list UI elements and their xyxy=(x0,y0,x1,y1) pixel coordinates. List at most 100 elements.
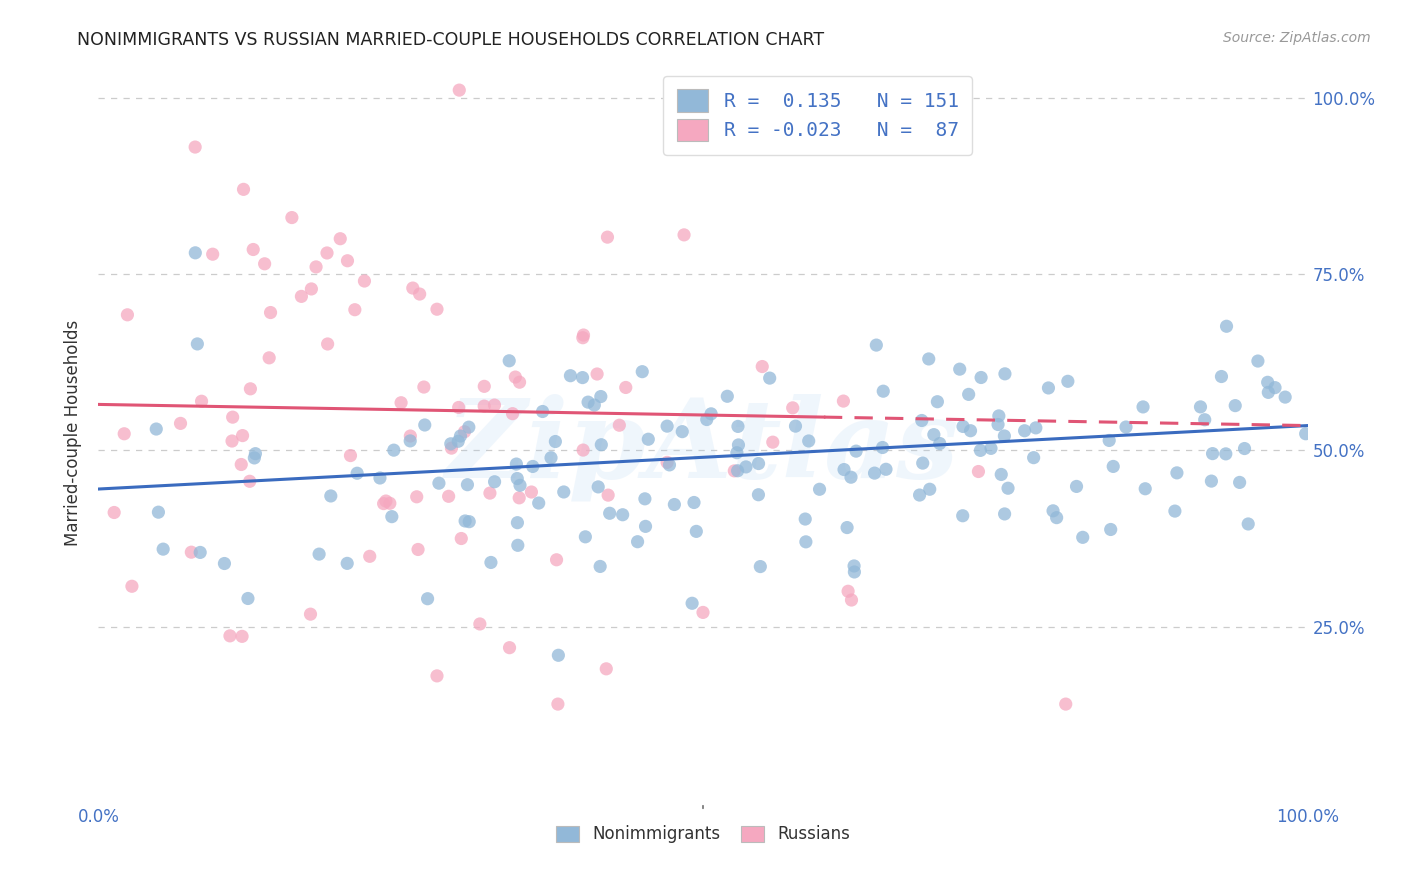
Point xyxy=(681,596,703,610)
Point xyxy=(1042,504,1064,518)
Point xyxy=(408,287,430,301)
Point xyxy=(329,232,352,246)
Point xyxy=(458,515,481,529)
Point xyxy=(343,302,366,317)
Point xyxy=(637,432,659,446)
Point xyxy=(437,489,460,503)
Point xyxy=(845,444,868,458)
Point xyxy=(572,331,595,345)
Point xyxy=(980,442,1002,456)
Point xyxy=(725,446,748,460)
Point xyxy=(257,351,280,365)
Point xyxy=(842,558,865,573)
Point xyxy=(540,450,562,465)
Point xyxy=(506,471,529,485)
Point xyxy=(957,387,980,401)
Point xyxy=(305,260,328,274)
Point xyxy=(747,488,769,502)
Point xyxy=(583,398,606,412)
Point xyxy=(987,409,1010,423)
Point xyxy=(785,419,807,434)
Point xyxy=(967,465,990,479)
Point xyxy=(186,337,208,351)
Point xyxy=(572,443,595,458)
Point xyxy=(509,478,531,492)
Point xyxy=(727,464,749,478)
Point xyxy=(339,449,361,463)
Point xyxy=(1102,459,1125,474)
Point xyxy=(281,211,304,225)
Point xyxy=(1071,530,1094,544)
Point xyxy=(1014,424,1036,438)
Point xyxy=(1274,390,1296,404)
Point xyxy=(316,337,339,351)
Point xyxy=(1229,475,1251,490)
Point xyxy=(184,245,207,260)
Point xyxy=(520,485,543,500)
Point xyxy=(922,427,945,442)
Point xyxy=(449,83,471,97)
Point xyxy=(631,365,654,379)
Point xyxy=(505,370,527,384)
Point xyxy=(506,516,529,530)
Point xyxy=(1066,479,1088,493)
Point xyxy=(832,462,855,476)
Point xyxy=(368,471,391,485)
Point xyxy=(1233,442,1256,456)
Point xyxy=(969,443,991,458)
Point xyxy=(484,398,506,412)
Point xyxy=(426,302,449,317)
Point xyxy=(911,456,934,470)
Point xyxy=(1166,466,1188,480)
Point xyxy=(239,475,262,489)
Point xyxy=(700,407,723,421)
Point xyxy=(219,629,242,643)
Point xyxy=(692,606,714,620)
Point xyxy=(1025,421,1047,435)
Point xyxy=(762,435,785,450)
Point xyxy=(634,519,657,533)
Point xyxy=(927,394,949,409)
Point xyxy=(1295,426,1317,441)
Point xyxy=(1194,413,1216,427)
Point xyxy=(595,662,617,676)
Point xyxy=(794,512,817,526)
Point xyxy=(599,506,621,520)
Point xyxy=(928,436,950,450)
Point xyxy=(457,420,479,434)
Point xyxy=(152,542,174,557)
Point xyxy=(402,281,425,295)
Point xyxy=(716,389,738,403)
Point xyxy=(1201,447,1223,461)
Point xyxy=(239,382,262,396)
Point xyxy=(1257,376,1279,390)
Point xyxy=(685,524,707,539)
Point xyxy=(378,496,401,510)
Point xyxy=(468,617,491,632)
Point xyxy=(751,359,773,374)
Point xyxy=(201,247,224,261)
Point xyxy=(145,422,167,436)
Point xyxy=(221,410,243,425)
Point xyxy=(505,457,527,471)
Point xyxy=(316,246,339,260)
Point xyxy=(359,549,381,564)
Point xyxy=(586,367,609,381)
Point xyxy=(844,565,866,579)
Point xyxy=(472,379,495,393)
Point xyxy=(336,253,359,268)
Point xyxy=(346,467,368,481)
Point xyxy=(399,434,422,448)
Point xyxy=(1264,381,1286,395)
Point xyxy=(683,495,706,509)
Point xyxy=(841,593,863,607)
Point xyxy=(440,441,463,455)
Point xyxy=(427,476,450,491)
Point xyxy=(472,399,495,413)
Point xyxy=(1135,482,1157,496)
Point xyxy=(626,534,648,549)
Point xyxy=(1247,354,1270,368)
Point xyxy=(655,455,678,469)
Point xyxy=(987,417,1010,432)
Point xyxy=(727,438,749,452)
